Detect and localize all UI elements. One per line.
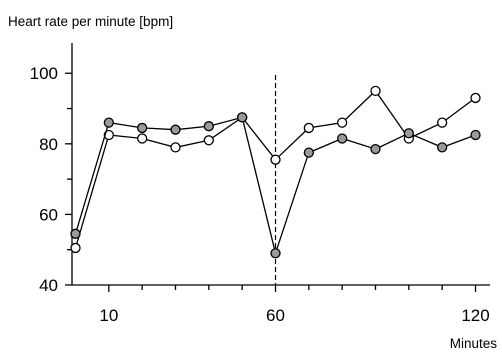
data-point [70, 242, 81, 254]
data-point [270, 248, 281, 259]
x-axis-title: Minutes [450, 336, 498, 351]
data-point [437, 142, 448, 153]
data-point [337, 133, 348, 144]
y-tick-label: 100 [30, 64, 58, 83]
x-tick-label: 120 [461, 306, 489, 325]
data-point [70, 228, 81, 239]
y-tick-label: 60 [39, 205, 58, 224]
data-point [270, 154, 281, 165]
data-point [403, 128, 414, 139]
x-tick-label: 60 [266, 306, 285, 325]
series-2 [70, 112, 481, 259]
data-point [470, 129, 481, 141]
series-line [74, 89, 476, 249]
data-point [103, 117, 114, 128]
chart-axes: 40 60 80 100 10 60 120 [30, 43, 490, 325]
data-point [137, 122, 148, 134]
data-point [170, 124, 181, 135]
data-point [303, 147, 314, 158]
data-point [237, 112, 248, 123]
data-point [437, 117, 448, 128]
data-point [203, 121, 214, 132]
data-point [103, 129, 114, 141]
data-point [370, 85, 381, 97]
data-point [337, 117, 348, 128]
x-tick-label: 10 [99, 306, 118, 325]
data-point [137, 133, 148, 144]
data-point [203, 135, 214, 146]
data-point [170, 142, 181, 153]
data-point [470, 92, 481, 104]
data-point [303, 122, 314, 134]
y-tick-label: 80 [39, 135, 58, 154]
y-axis-title: Heart rate per minute [bpm] [8, 14, 173, 29]
data-point [370, 143, 381, 155]
series-group [70, 85, 481, 259]
y-tick-label: 40 [39, 276, 58, 295]
